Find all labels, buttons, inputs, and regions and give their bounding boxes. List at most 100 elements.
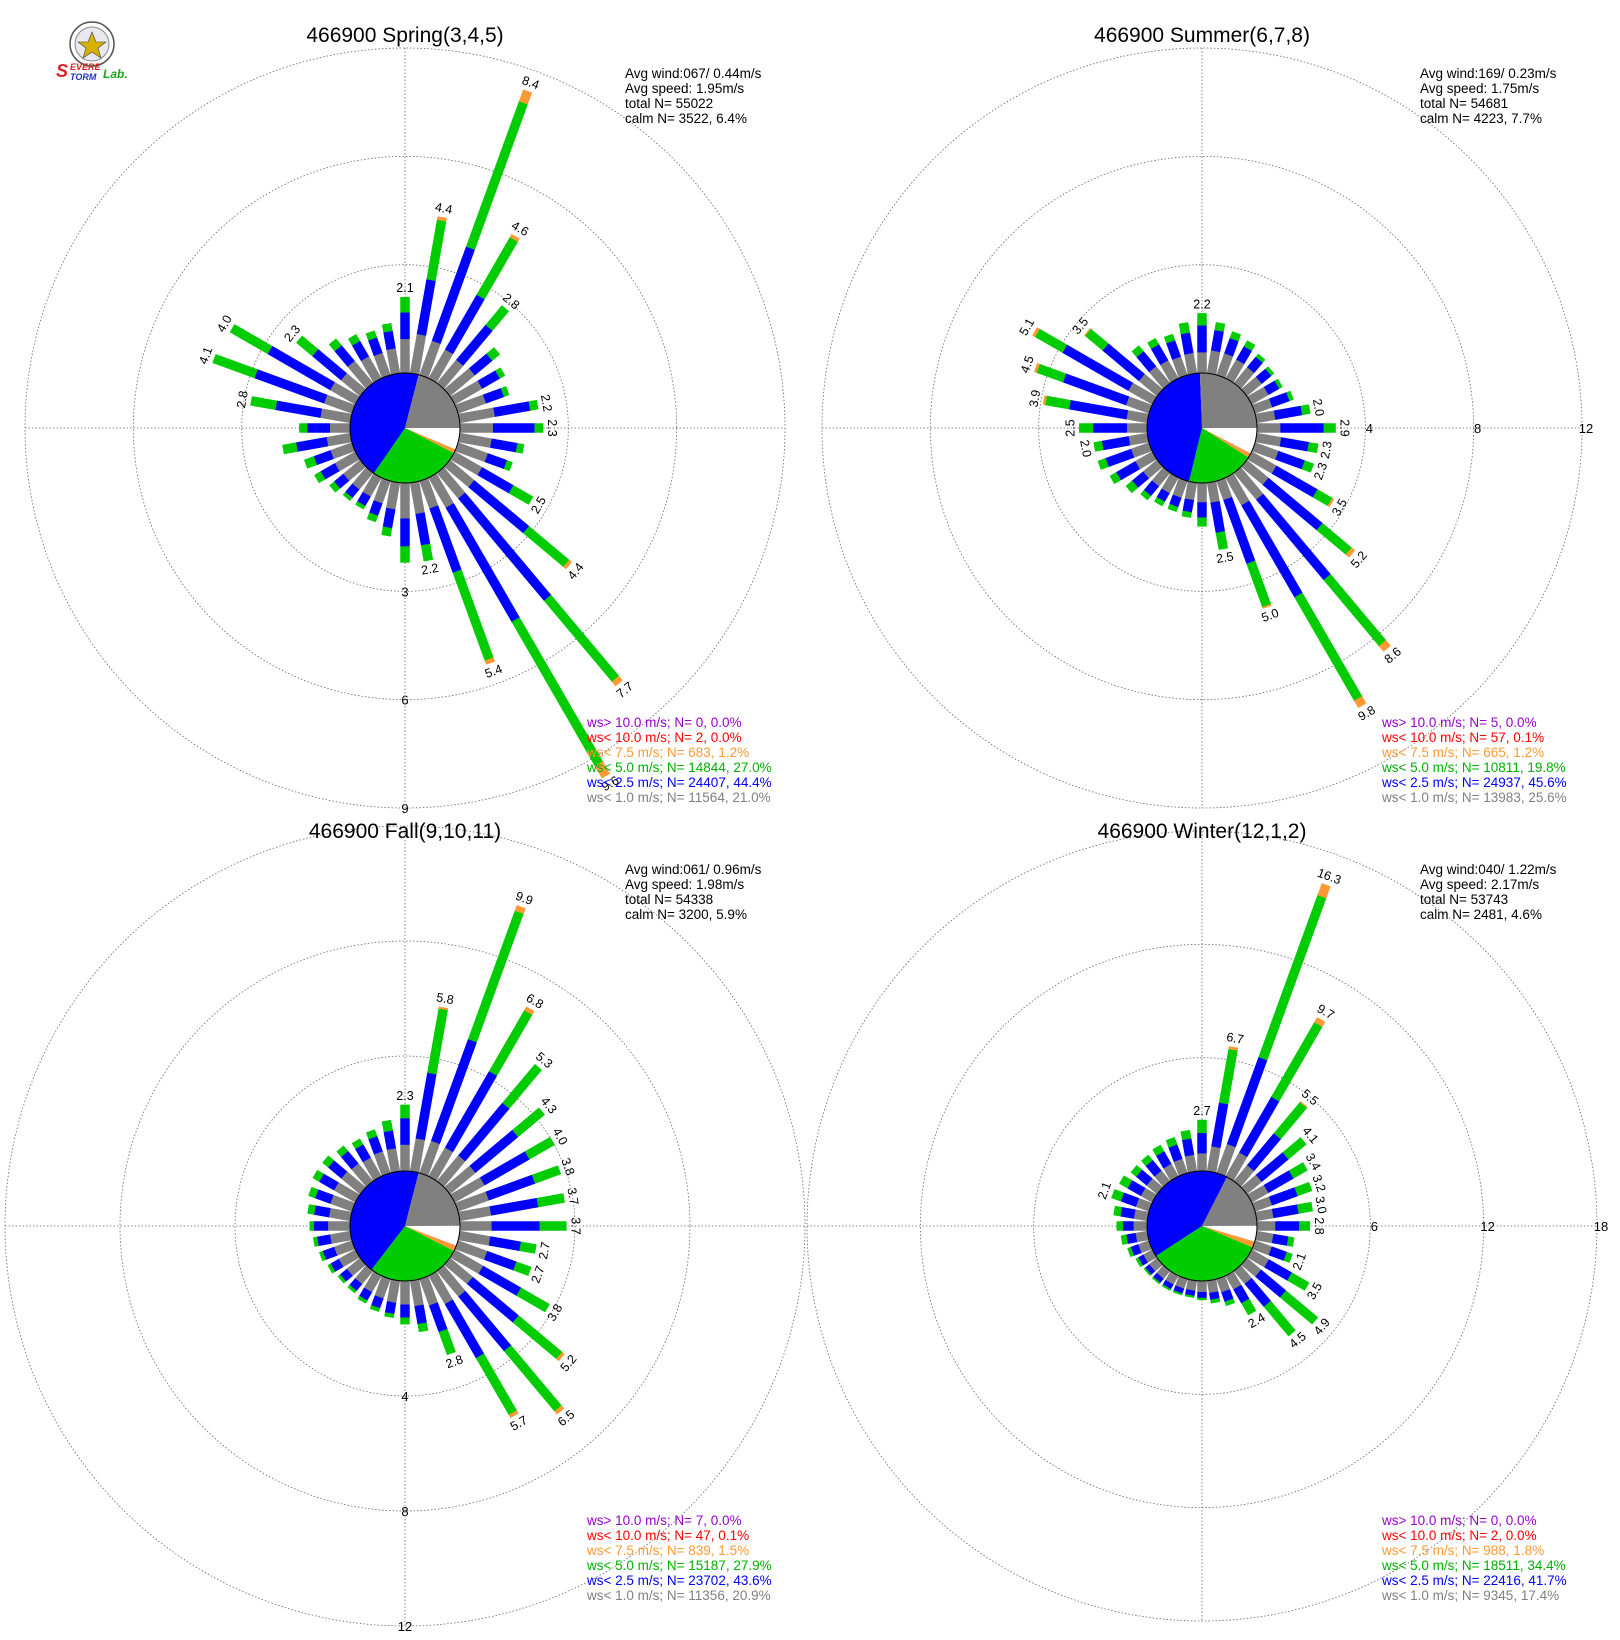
sector-bar-segment [503, 460, 513, 472]
sector-bar-segment [1111, 1189, 1125, 1202]
sector-bar-segment [1263, 1300, 1296, 1337]
svg-text:EVERE: EVERE [70, 62, 102, 72]
sector-bar-segment [1206, 1279, 1219, 1294]
sector-bar-segment [1097, 458, 1109, 470]
sector-bar-segment [417, 1322, 429, 1333]
sector-bar-segment [1299, 1221, 1311, 1231]
sector-bar-segment [1101, 436, 1131, 451]
sector-bar-segment [1119, 1175, 1133, 1189]
sector-value-label: 4.1 [196, 345, 215, 366]
sector-bar-segment [1197, 1297, 1207, 1301]
sector-value-label: 2.1 [1095, 1180, 1114, 1201]
sector-bar-segment [518, 89, 533, 105]
stat-line: total N= 53743 [1420, 892, 1508, 907]
legend-entry: ws< 10.0 m/s; N= 2, 0.0% [1381, 1528, 1537, 1543]
pie-slice [1147, 373, 1202, 482]
windrose-panel-1: 3692.14.48.44.62.82.22.32.54.47.79.65.42… [24, 24, 786, 816]
pie-slice [1202, 1226, 1255, 1248]
sector-bar-segment [369, 1305, 381, 1312]
sector-bar-segment [1044, 395, 1071, 410]
pie-slice [405, 1226, 457, 1251]
sector-bar-segment [509, 233, 520, 242]
sector-bar-segment [436, 216, 447, 222]
sector-bar-segment [342, 491, 353, 502]
sector-bar-segment [438, 1006, 449, 1011]
pie-slice [1199, 373, 1257, 428]
sector-bar-segment [1143, 1267, 1152, 1277]
sector-value-label: 2.3 [1311, 461, 1330, 482]
sector-bar-segment [1256, 1221, 1276, 1231]
pie-slice [1188, 428, 1249, 483]
sector-bar-segment [486, 347, 501, 361]
sector-bar-segment [307, 1204, 316, 1215]
speed-distribution-pie [1146, 372, 1258, 484]
sector-bar-segment [1135, 1230, 1149, 1243]
sector-bar-segment [1133, 1221, 1148, 1231]
sector-bar-segment [1316, 522, 1353, 555]
stat-line: Avg wind:040/ 1.22m/s [1420, 862, 1557, 877]
sector-bar-segment [351, 1138, 364, 1150]
sector-value-label: 2.2 [1193, 297, 1210, 311]
sector-value-label: 2.1 [396, 281, 413, 295]
sector-bar-segment [534, 423, 544, 433]
sector-value-label: 2.2 [420, 561, 440, 578]
ring-label: 6 [1371, 1219, 1378, 1234]
sector-bar-segment [1288, 1162, 1308, 1179]
sector-bar-segment [1262, 603, 1272, 609]
legend-entry: ws< 7.5 m/s; N= 665, 1.2% [1381, 745, 1544, 760]
sector-bar-segment [1300, 404, 1311, 416]
sector-value-label: 2.8 [444, 1352, 465, 1371]
pie-slice [1202, 428, 1257, 454]
sector-value-label: 2.8 [1312, 1217, 1326, 1234]
legend-entry: ws> 10.0 m/s; N= 7, 0.0% [586, 1513, 742, 1528]
ring-label: 12 [1480, 1219, 1494, 1234]
sector-bar-segment [400, 1144, 410, 1172]
sector-bar-segment [1092, 423, 1127, 433]
sector-bar-segment [1197, 1292, 1207, 1299]
sector-bar-segment [500, 386, 510, 398]
sector-bar-segment [381, 322, 393, 333]
sector-bar-segment [508, 485, 534, 505]
sector-bar-segment [1127, 1246, 1135, 1258]
sector-bar-segment [329, 423, 351, 433]
sector-bar-segment [1167, 503, 1179, 513]
severe-storm-lab-logo: S EVERE TORM Lab. [56, 21, 128, 82]
sector-bar-segment [1184, 1154, 1198, 1173]
sector-bar-segment [1079, 423, 1094, 433]
legend-entry: ws< 10.0 m/s; N= 2, 0.0% [586, 730, 742, 745]
sector-bar-segment [1105, 448, 1135, 468]
sector-bar-segment [523, 525, 570, 568]
sector-bar-segment [312, 1169, 324, 1182]
ring-label: 8 [401, 1504, 408, 1519]
sector-bar-segment [336, 1145, 349, 1158]
range-ring [119, 940, 691, 1512]
sector-bar-segment [1210, 501, 1226, 534]
sector-value-label: 2.7 [1193, 1104, 1210, 1118]
legend-entry: ws< 7.5 m/s; N= 839, 1.5% [586, 1543, 749, 1558]
sector-bar-segment [308, 1186, 319, 1199]
sector-bar-segment [1042, 395, 1047, 406]
pie-slice [405, 1226, 460, 1246]
sector-bar-segment [1323, 423, 1336, 433]
sector-bar-segment [365, 1129, 378, 1140]
stat-line: calm N= 2481, 4.6% [1420, 907, 1542, 922]
stat-line: Avg speed: 1.98m/s [625, 877, 744, 892]
sector-value-label: 9.9 [514, 889, 535, 908]
sector-bar-segment [1307, 442, 1319, 454]
sector-bar-segment [1113, 1205, 1123, 1217]
sector-bar-segment [309, 1221, 315, 1231]
sector-bar-segment [400, 1280, 410, 1305]
pie-slice [349, 372, 419, 474]
legend-entry: ws< 1.0 m/s; N= 11356, 20.9% [586, 1588, 771, 1603]
sector-value-label: 2.8 [234, 390, 251, 410]
sector-value-label: 2.0 [1310, 398, 1327, 418]
sector-bar-segment [1152, 1144, 1165, 1157]
sector-bar-segment [1178, 322, 1191, 335]
sector-bar-segment [1033, 362, 1040, 373]
range-ring [234, 1055, 576, 1397]
sector-bar-segment [1210, 329, 1224, 353]
panel-title: 466900 Fall(9,10,11) [309, 820, 501, 843]
sector-bar-segment [1323, 573, 1387, 647]
sector-value-label: 3.0 [1312, 1195, 1329, 1215]
sector-bar-segment [367, 336, 383, 357]
